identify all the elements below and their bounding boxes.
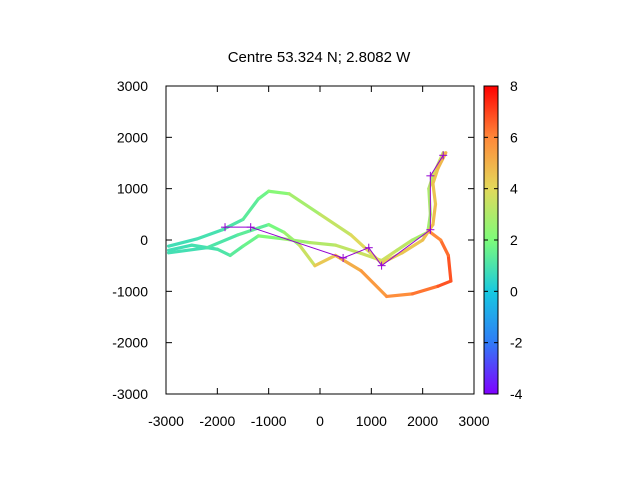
track-segment xyxy=(308,240,337,247)
waypoint-marker xyxy=(426,171,435,180)
x-tick-label: 0 xyxy=(316,413,324,429)
track-segment xyxy=(287,192,322,216)
chart-title: Centre 53.324 N; 2.8082 W xyxy=(228,49,411,66)
waypoint-marker xyxy=(221,223,230,232)
colorbar-tick-label: -2 xyxy=(510,335,523,351)
track-segment xyxy=(385,292,414,299)
waypoint-marker xyxy=(246,223,255,232)
track-segment xyxy=(228,244,245,257)
track-segment xyxy=(256,189,271,201)
track-segment xyxy=(400,238,425,255)
track-segment xyxy=(436,279,453,288)
waypoint-marker xyxy=(364,243,373,252)
x-tick-label: -1000 xyxy=(251,413,287,429)
x-axis-ticks: -3000 -2000 -1000 0 1000 2000 3000 xyxy=(148,86,490,429)
track-segment xyxy=(318,212,353,237)
x-tick-label: 1000 xyxy=(356,413,387,429)
plot-frame xyxy=(165,85,475,395)
y-tick-label: 2000 xyxy=(117,129,148,145)
colorbar-tick-label: 8 xyxy=(510,78,518,94)
track-segment xyxy=(410,284,440,296)
track-segment xyxy=(359,269,389,299)
route xyxy=(221,151,448,270)
y-tick-label: 0 xyxy=(140,232,148,248)
track-segment xyxy=(205,233,240,250)
track-segment xyxy=(166,243,194,252)
track-segment xyxy=(241,234,260,248)
track-segment xyxy=(431,181,438,206)
waypoint-marker xyxy=(377,261,386,270)
plot-marks xyxy=(166,151,453,299)
route-line xyxy=(225,155,444,267)
track-series-2 xyxy=(166,151,448,265)
track-segment xyxy=(267,223,286,234)
y-tick-label: 1000 xyxy=(117,181,148,197)
track-segment xyxy=(428,230,443,242)
waypoint-marker xyxy=(339,253,348,262)
track-segment xyxy=(427,174,435,191)
track-segment xyxy=(267,189,291,196)
track-segment xyxy=(236,223,271,237)
track-segment xyxy=(395,238,414,252)
track-segment xyxy=(380,248,399,263)
track-segment xyxy=(241,197,260,222)
colorbar-tick-label: 6 xyxy=(510,129,518,145)
colorbar-ticks: 8 6 4 2 0 -2 -4 xyxy=(484,78,523,402)
track-segment xyxy=(431,166,440,186)
track-segment xyxy=(195,228,225,241)
track-segment xyxy=(421,223,435,242)
track-segment xyxy=(297,243,317,268)
waypoint-marker xyxy=(426,225,435,234)
track-segment xyxy=(313,253,337,268)
colorbar-tick-label: 4 xyxy=(510,181,518,197)
y-tick-label: 3000 xyxy=(117,78,148,94)
colorbar-tick-label: 2 xyxy=(510,232,518,248)
track-segment xyxy=(166,246,209,255)
y-tick-label: -2000 xyxy=(112,335,148,351)
waypoint-marker xyxy=(439,151,448,160)
track-segment xyxy=(446,253,453,283)
track-segment xyxy=(220,217,245,232)
track-segment xyxy=(439,238,450,257)
colorbar-tick-label: 0 xyxy=(510,283,518,299)
x-tick-label: -2000 xyxy=(199,413,235,429)
y-tick-label: -3000 xyxy=(112,386,148,402)
x-tick-label: 2000 xyxy=(407,413,438,429)
track-segment xyxy=(215,247,232,257)
track-segment xyxy=(431,202,438,227)
x-tick-label: -3000 xyxy=(148,413,184,429)
x-tick-label: 3000 xyxy=(458,413,489,429)
track-segment xyxy=(166,237,199,248)
track-segment xyxy=(256,234,286,241)
y-axis-ticks: 3000 2000 1000 0 -1000 -2000 -3000 xyxy=(112,78,474,402)
y-tick-label: -1000 xyxy=(112,283,148,299)
colorbar-tick-label: -4 xyxy=(510,386,523,402)
